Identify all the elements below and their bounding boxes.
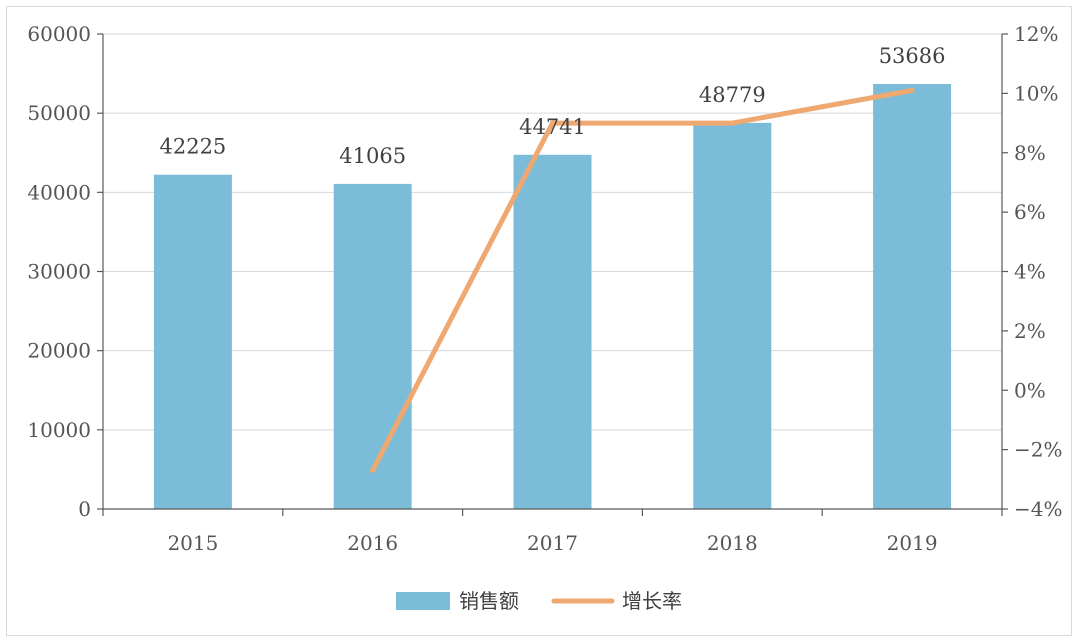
bar-2017 <box>513 154 592 509</box>
bar-2018 <box>693 122 772 509</box>
y-right-tick-label: 0% <box>1014 378 1046 402</box>
growth-rate-line <box>370 87 915 473</box>
y-right-tick-label: 12% <box>1014 22 1058 46</box>
y-right-tick-label: 10% <box>1014 81 1058 105</box>
data-labels: 42225 41065 44741 48779 53686 <box>159 44 945 168</box>
y-left-tick-label: 30000 <box>27 260 91 284</box>
bar-value-label-2015: 42225 <box>159 135 226 159</box>
growth-rate-point-2018 <box>729 120 735 126</box>
legend-label-line: 增长率 <box>622 589 682 613</box>
growth-rate-point-2016 <box>370 467 376 473</box>
bar-2015 <box>153 174 232 509</box>
y-left-tick-label: 50000 <box>27 101 91 125</box>
x-tick-label-2018: 2018 <box>707 531 758 555</box>
bar-value-label-2017: 44741 <box>519 115 586 139</box>
x-tick-label-2017: 2017 <box>527 531 578 555</box>
axes: 0 10000 20000 30000 40000 50000 60000 −4% −2% 0% 2… <box>27 22 1062 555</box>
y-right-tick-label: −2% <box>1014 438 1063 462</box>
y-right-tick-label: 4% <box>1014 260 1046 284</box>
bar-series <box>153 83 952 509</box>
bar-2016 <box>333 183 412 509</box>
bar-value-label-2016: 41065 <box>339 144 406 168</box>
growth-rate-point-2019 <box>909 87 915 93</box>
y-left-tick-label: 10000 <box>27 418 91 442</box>
legend-label-bar: 销售额 <box>459 589 519 613</box>
legend: 销售额 增长率 <box>396 589 682 613</box>
gridlines <box>103 33 1002 431</box>
growth-rate-point-2017 <box>550 120 555 126</box>
y-right-tick-label: 2% <box>1014 319 1046 343</box>
y-right-tick-label: 8% <box>1014 141 1046 165</box>
y-left-tick-label: 20000 <box>27 339 91 363</box>
legend-swatch-bar <box>396 592 450 610</box>
y-left-tick-label: 60000 <box>27 22 91 46</box>
x-tick-label-2019: 2019 <box>887 531 938 555</box>
y-right-tick-label: 6% <box>1014 200 1046 224</box>
bar-value-label-2019: 53686 <box>879 44 946 68</box>
line-series <box>370 87 915 473</box>
y-right-tick-label: −4% <box>1014 497 1063 521</box>
y-left-tick-label: 0 <box>78 497 91 521</box>
x-tick-label-2015: 2015 <box>167 531 218 555</box>
x-tick-label-2016: 2016 <box>347 531 398 555</box>
y-left-tick-label: 40000 <box>27 180 91 204</box>
bar-value-label-2018: 48779 <box>699 83 766 107</box>
bar-2019 <box>873 83 952 509</box>
